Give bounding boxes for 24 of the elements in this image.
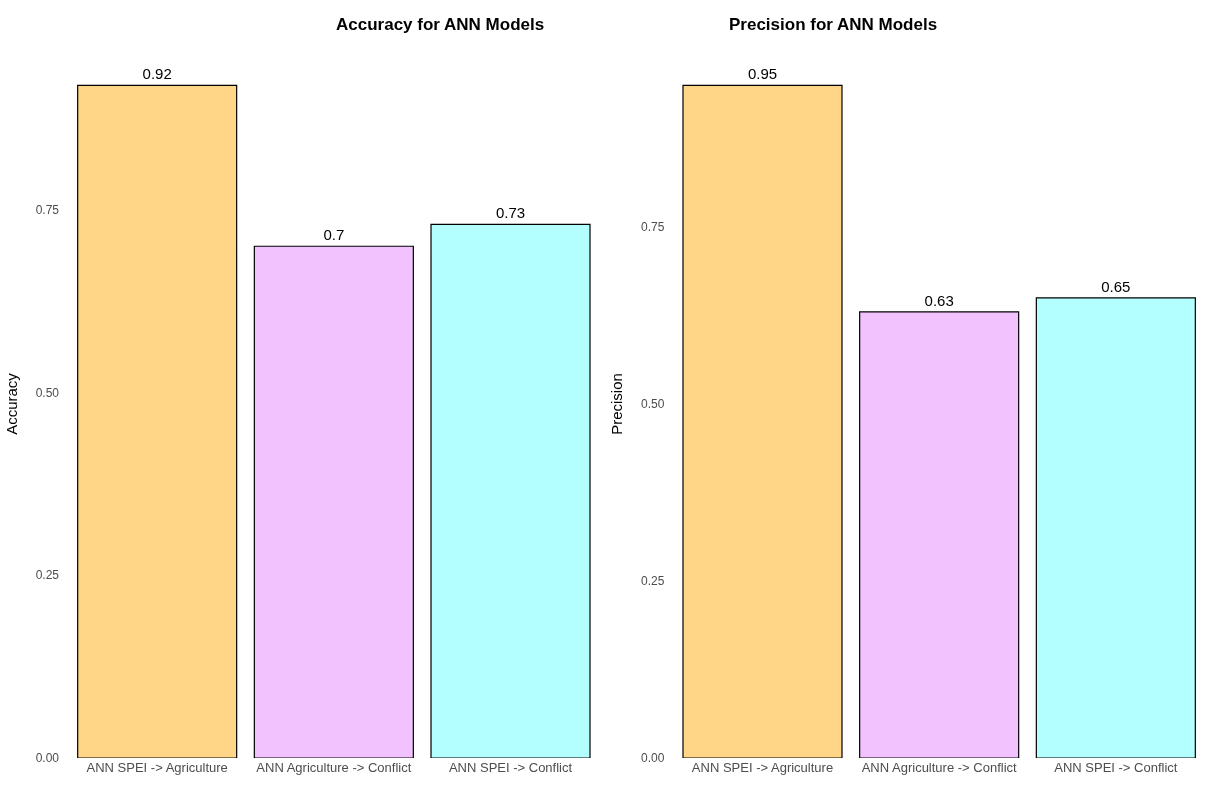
x-tick-label: ANN SPEI -> Agriculture xyxy=(86,760,228,775)
text: 0.50 xyxy=(35,385,59,400)
data-label: 0.63 xyxy=(924,291,954,309)
data-label: 0.95 xyxy=(747,65,778,83)
text: 0.00 xyxy=(35,751,59,766)
text: 0.00 xyxy=(640,751,665,766)
x-tick-label: ANN SPEI -> Conflict xyxy=(1054,760,1178,775)
data-label: 0.65 xyxy=(1101,277,1131,295)
x-tick-label: ANN SPEI -> Agriculture xyxy=(691,760,834,775)
data-label: 0.92 xyxy=(142,65,172,83)
chart-title: Accuracy for ANN Models xyxy=(336,15,545,34)
data-label: 0.7 xyxy=(323,226,345,244)
y-axis-title: Accuracy xyxy=(2,372,20,435)
y-axis-title: Precision xyxy=(608,373,626,435)
x-tick-label: ANN Agriculture -> Conflict xyxy=(256,760,412,775)
text: 0.75 xyxy=(640,220,665,235)
text: 0.25 xyxy=(35,568,59,583)
chart-title: Precision for ANN Models xyxy=(729,15,938,34)
text: 0.25 xyxy=(640,574,665,589)
data-label: 0.73 xyxy=(495,204,526,222)
x-tick-label: ANN Agriculture -> Conflict xyxy=(861,760,1018,775)
x-tick-label: ANN SPEI -> Conflict xyxy=(448,760,573,775)
text: 0.50 xyxy=(640,397,665,412)
text: 0.75 xyxy=(35,202,59,217)
